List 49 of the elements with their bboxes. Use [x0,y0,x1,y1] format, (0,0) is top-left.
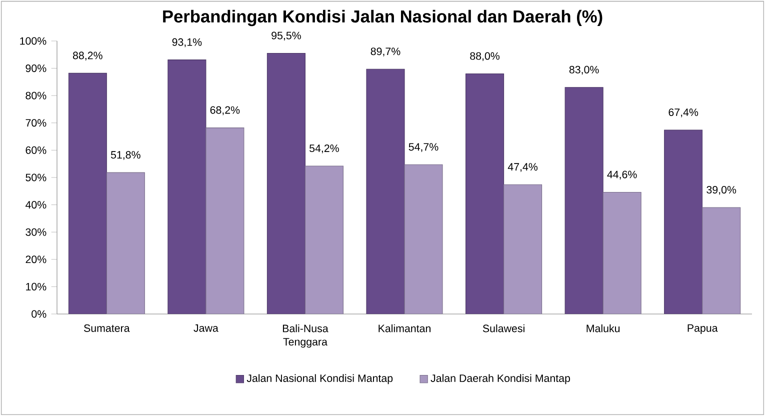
y-tick-label: 60% [26,146,46,154]
legend-label: Jalan Daerah Kondisi Mantap [430,374,570,384]
bar [702,207,741,314]
data-label: 51,8% [110,151,140,160]
bar [168,60,206,314]
y-tick-label: 70% [26,119,46,127]
data-label: 95,5% [272,32,301,41]
chart-title: Perbandingan Kondisi Jalan Nasional dan Daerah (%) [163,10,602,26]
legend-label: Jalan Nasional Kondisi Mantap [246,374,393,384]
data-label: 83,0% [569,66,599,75]
y-tick-label: 30% [26,228,46,236]
data-label: 44,6% [607,170,637,180]
y-tick-label: 50% [26,174,46,182]
x-tick-label: Maluku [586,324,620,332]
data-label: 88,0% [470,52,500,62]
y-tick-label: 80% [26,92,46,100]
bar [466,73,504,314]
bar [304,166,344,314]
bar [664,130,703,314]
data-label: 54,2% [310,144,339,154]
data-label: 93,1% [172,38,202,48]
bar [366,68,405,314]
bar [206,128,244,314]
x-tick-label: Sulawesi [482,324,524,332]
data-label: 88,2% [72,52,102,60]
data-label: 47,4% [508,163,538,172]
x-tick-label: Bali-Nusa Tenggara [282,324,328,348]
y-tick-label: 20% [26,256,46,264]
x-tick-label: Sumatera [84,324,130,332]
y-tick-label: 40% [26,201,46,209]
y-tick-label: 90% [26,64,46,72]
data-label: 54,7% [408,143,438,152]
bar [404,164,443,314]
bar [68,72,107,314]
bar [266,53,306,314]
data-label: 89,7% [370,48,400,56]
y-tick-label: 10% [26,282,46,290]
x-tick-label: Kalimantan [378,324,430,332]
data-label: 68,2% [210,106,240,116]
y-tick-label: 100% [20,37,46,45]
data-label: 67,4% [668,108,698,118]
data-label: 39,0% [706,186,736,195]
bar [504,184,542,314]
bar [106,172,145,314]
bar [564,87,604,314]
x-tick-label: Jawa [194,324,218,332]
x-tick-label: Papua [688,324,718,334]
bar [602,192,642,314]
y-tick-label: 0% [32,310,46,318]
